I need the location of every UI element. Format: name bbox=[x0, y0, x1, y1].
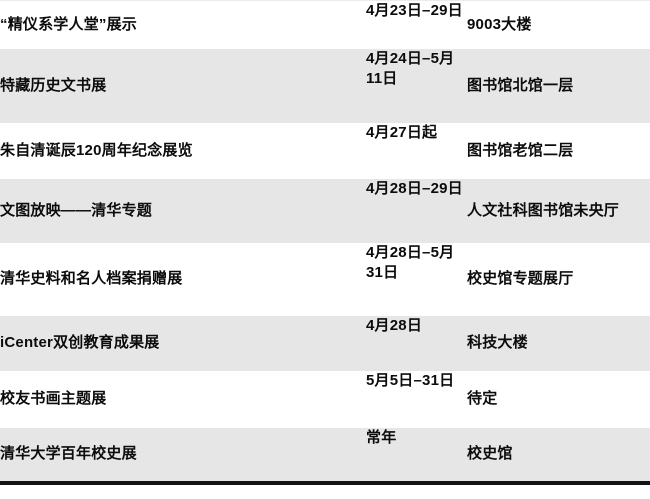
table-body: “精仪系学人堂”展示 4月23日–29日 9003大楼特藏历史文书展 4月24日–5月… bbox=[0, 0, 650, 483]
table-row: 清华大学百年校史展 常年校史馆 bbox=[0, 428, 650, 483]
cell-event-name: 清华大学百年校史展 bbox=[0, 445, 137, 463]
cell-event-venue: 图书馆北馆一层 bbox=[467, 76, 574, 94]
table-row: “精仪系学人堂”展示 4月23日–29日 9003大楼 bbox=[0, 0, 650, 49]
cell-event-name: 清华史料和名人档案捐赠展 bbox=[0, 270, 183, 288]
cell-event-date: 5月5日–31日 bbox=[366, 372, 455, 389]
table-row: 特藏历史文书展 4月24日–5月11日 图书馆北馆一层 bbox=[0, 49, 650, 123]
cell-event-date: 4月24日–5月11日 bbox=[366, 50, 455, 88]
cell-event-venue: 校史馆 bbox=[467, 445, 513, 463]
exhibition-schedule-table: “精仪系学人堂”展示 4月23日–29日 9003大楼特藏历史文书展 4月24日–5月… bbox=[0, 0, 650, 485]
cell-event-date: 4月27日起 bbox=[366, 124, 438, 141]
cell-event-venue: 待定 bbox=[467, 390, 498, 408]
table-row: 文图放映——清华专题 4月28日–29日 人文社科图书馆未央厅 bbox=[0, 179, 650, 243]
cell-event-date: 4月28日 bbox=[366, 317, 423, 334]
cell-event-name: “精仪系学人堂”展示 bbox=[0, 15, 138, 33]
cell-event-date: 4月28日–5月31日 bbox=[366, 244, 455, 282]
cell-event-venue: 9003大楼 bbox=[467, 15, 532, 33]
cell-event-name: 朱自清诞辰120周年纪念展览 bbox=[0, 141, 193, 159]
cell-event-date: 4月28日–29日 bbox=[366, 180, 463, 197]
cell-event-venue: 图书馆老馆二层 bbox=[467, 141, 574, 159]
cell-event-date: 4月23日–29日 bbox=[366, 2, 463, 19]
cell-event-name: iCenter双创教育成果展 bbox=[0, 334, 160, 352]
cell-event-venue: 校史馆专题展厅 bbox=[467, 270, 574, 288]
cell-event-name: 校友书画主题展 bbox=[0, 390, 107, 408]
cell-event-date: 常年 bbox=[366, 429, 397, 446]
table-row: iCenter双创教育成果展 4月28日科技大楼 bbox=[0, 316, 650, 371]
table-row: 清华史料和名人档案捐赠展 4月28日–5月31日 校史馆专题展厅 bbox=[0, 243, 650, 316]
cell-event-venue: 科技大楼 bbox=[467, 334, 528, 352]
cell-event-name: 特藏历史文书展 bbox=[0, 76, 107, 94]
cell-event-name: 文图放映——清华专题 bbox=[0, 201, 153, 219]
table-row: 朱自清诞辰120周年纪念展览 4月27日起图书馆老馆二层 bbox=[0, 123, 650, 179]
cell-event-venue: 人文社科图书馆未央厅 bbox=[467, 201, 620, 219]
table-row: 校友书画主题展 5月5日–31日 待定 bbox=[0, 371, 650, 428]
